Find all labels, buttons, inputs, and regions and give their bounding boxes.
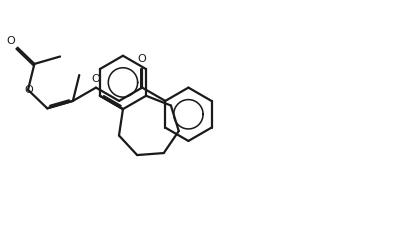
Text: O: O (6, 36, 15, 46)
Text: O: O (24, 85, 33, 95)
Text: O: O (92, 74, 100, 84)
Text: O: O (138, 54, 146, 64)
